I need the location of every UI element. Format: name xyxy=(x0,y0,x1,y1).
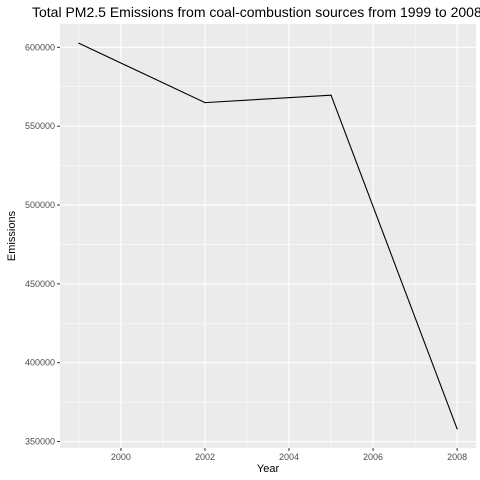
y-tick-label: 350000 xyxy=(25,437,55,447)
x-tick-label: 2002 xyxy=(195,452,215,462)
major-gridlines xyxy=(60,24,476,448)
emissions-line xyxy=(78,42,458,429)
axis-ticks xyxy=(57,46,458,451)
y-tick-labels: 350000 400000 450000 500000 550000 600000 xyxy=(25,42,55,446)
chart-title: Total PM2.5 Emissions from coal-combusti… xyxy=(32,4,480,20)
data-points xyxy=(78,42,458,430)
x-tick-labels: 2000 2002 2004 2006 2008 xyxy=(111,452,467,462)
data-point xyxy=(78,42,80,44)
data-point xyxy=(330,94,332,96)
plot-panel xyxy=(60,24,476,448)
x-tick-label: 2008 xyxy=(447,452,467,462)
x-tick-label: 2006 xyxy=(363,452,383,462)
y-axis-title: Emissions xyxy=(6,210,18,261)
data-point xyxy=(456,428,458,430)
y-tick-label: 500000 xyxy=(25,200,55,210)
data-point xyxy=(204,102,206,104)
y-tick-label: 450000 xyxy=(25,279,55,289)
x-tick-label: 2004 xyxy=(279,452,299,462)
x-tick-label: 2000 xyxy=(111,452,131,462)
y-tick-label: 600000 xyxy=(25,42,55,52)
y-tick-label: 400000 xyxy=(25,358,55,368)
x-axis-title: Year xyxy=(257,463,280,475)
y-tick-label: 550000 xyxy=(25,121,55,131)
minor-gridlines xyxy=(60,24,476,448)
